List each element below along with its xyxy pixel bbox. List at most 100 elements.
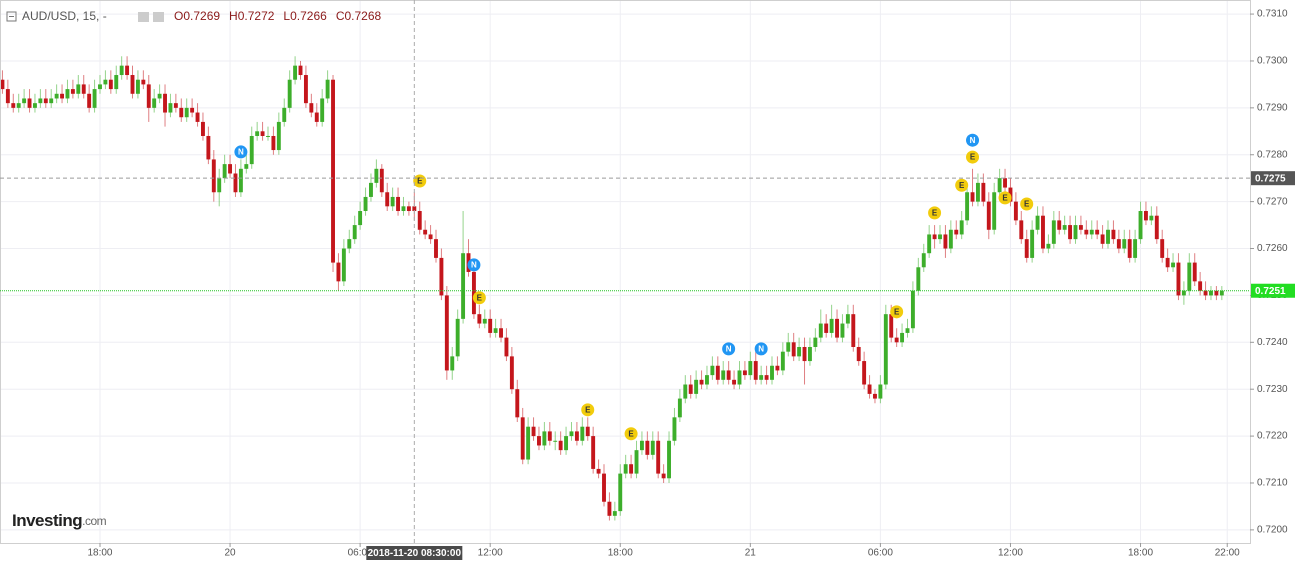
candle-body (889, 314, 894, 338)
candle-body (558, 440, 563, 451)
candle-body (1089, 229, 1094, 235)
candle-body (975, 182, 980, 202)
candle-body (921, 253, 926, 268)
candle-body (965, 192, 970, 221)
event-marker (467, 258, 481, 272)
candle-body (314, 112, 319, 122)
price-tag (1251, 171, 1295, 186)
candle-body (146, 84, 151, 108)
candle-body (379, 168, 384, 193)
candle-body (130, 75, 135, 94)
event-marker (955, 178, 969, 192)
candle-body (65, 89, 70, 99)
candle-body (986, 201, 991, 230)
candle-body (401, 206, 406, 212)
candle-body (54, 93, 59, 99)
candle-body (813, 337, 818, 347)
ohlc-label: C (336, 9, 345, 23)
candle-body (336, 262, 341, 282)
candle-body (818, 323, 823, 338)
candle-body (1095, 229, 1100, 235)
event-label: N (726, 344, 732, 353)
candle-body (835, 318, 839, 338)
candle-body (493, 328, 498, 333)
candle-body (948, 229, 953, 249)
candle-body (780, 351, 785, 371)
event-label: E (477, 293, 483, 302)
candle-body (845, 314, 850, 324)
y-tick-label: 0.7220 (1257, 431, 1288, 442)
candle-body (179, 107, 184, 118)
candle-body (303, 75, 308, 104)
event-marker (234, 145, 248, 159)
candle-body (1068, 225, 1073, 240)
candle-body (206, 135, 211, 160)
candle-body (455, 318, 460, 357)
y-tick-label: 0.7310 (1257, 9, 1288, 20)
event-marker (966, 150, 980, 164)
candle-body (677, 398, 682, 418)
candle-body (1111, 229, 1116, 240)
collapse-icon[interactable] (6, 11, 17, 22)
candle-body (33, 103, 37, 108)
event-marker (722, 342, 736, 356)
ohlc-value: 0.7266 (290, 9, 327, 23)
candle-body (22, 98, 27, 104)
candle-body (705, 375, 709, 385)
candle-body (320, 98, 325, 122)
candle-body (282, 107, 287, 122)
candle-body (878, 384, 883, 399)
candle-body (504, 337, 509, 357)
candle-body (564, 436, 569, 451)
candle-body (1100, 234, 1105, 244)
candle-body (390, 196, 395, 207)
candle-body (1133, 239, 1138, 258)
ohlc-value: 0.7269 (183, 9, 220, 23)
candle-body (499, 328, 503, 338)
event-label: N (238, 148, 244, 157)
x-tick-label: 12:00 (478, 548, 503, 559)
candle-body (406, 206, 411, 212)
event-label: E (1002, 193, 1008, 202)
candle-body (233, 173, 238, 193)
settings-icon[interactable] (138, 12, 149, 22)
event-marker (998, 191, 1012, 205)
candle-body (509, 356, 514, 390)
candle-body (1073, 225, 1078, 240)
candle-body (190, 107, 195, 113)
candle-body (173, 103, 178, 108)
candle-body (1106, 229, 1110, 244)
candle-body (1181, 290, 1186, 296)
candle-body (1219, 290, 1224, 296)
candle-body (661, 473, 666, 479)
grid (0, 0, 1250, 543)
y-tick-label: 0.7300 (1257, 56, 1288, 67)
price-tag-label: 0.7251 (1255, 286, 1286, 297)
candle-body (770, 365, 774, 380)
candle-body (639, 440, 644, 451)
candle-body (103, 79, 108, 85)
candle-body (672, 417, 677, 441)
candle-body (997, 178, 1002, 193)
candle-body (699, 379, 704, 385)
x-tick-label: 20 (224, 548, 236, 559)
candle-body (428, 234, 433, 240)
candle-body (1051, 220, 1056, 244)
candle-body (1078, 225, 1083, 230)
candle-body (238, 168, 243, 193)
candle-body (98, 84, 102, 90)
settings-icon[interactable] (153, 12, 164, 22)
candle-body (423, 229, 428, 235)
candle-body (824, 323, 829, 333)
x-tick-label: 06:00 (868, 548, 893, 559)
event-marker (928, 206, 942, 220)
candle-body (217, 178, 222, 193)
candle-body (271, 135, 276, 151)
candle-body (1116, 239, 1121, 249)
candle-body (488, 318, 493, 333)
candle-body (163, 93, 167, 113)
event-label: E (959, 181, 965, 190)
ohlc-label: L (283, 9, 290, 23)
